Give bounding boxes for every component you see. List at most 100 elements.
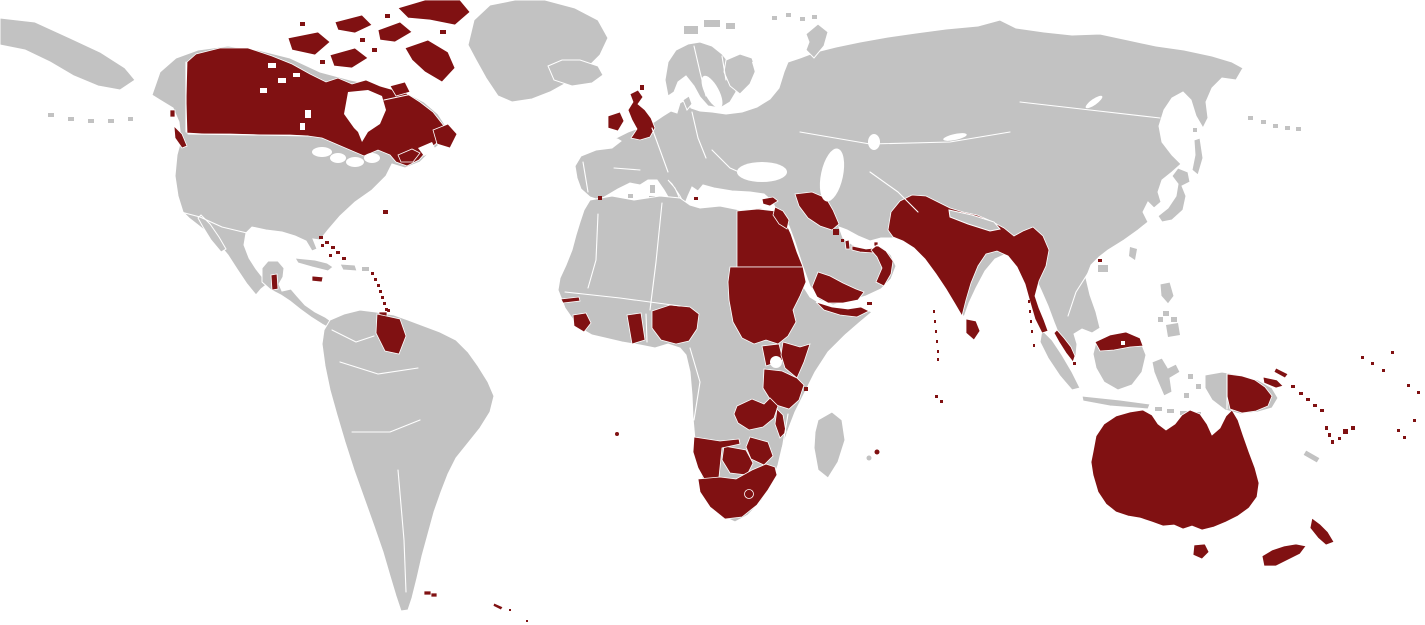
sakhalin <box>1191 137 1204 176</box>
region-maldives <box>933 310 939 361</box>
region-nova-scotia <box>397 148 421 163</box>
border-sweden-finland <box>721 55 727 81</box>
border-mongolia <box>1019 101 1161 119</box>
country-borders <box>180 45 1228 593</box>
region-tasmania <box>1192 543 1210 560</box>
border-portugal-spain <box>582 161 589 193</box>
region-sarawak-north-borneo <box>1094 331 1144 352</box>
hudson-bay <box>344 90 386 142</box>
region-south-west-africa <box>692 436 741 487</box>
border-spain-france <box>613 167 641 171</box>
region-south-africa <box>697 463 778 520</box>
nepal-bhutan-notch <box>948 209 1001 232</box>
region-british-guiana <box>375 313 407 355</box>
border-brazil-north <box>339 361 419 375</box>
region-zanzibar <box>804 387 808 391</box>
region-united-kingdom <box>627 89 656 141</box>
japan <box>1157 167 1191 223</box>
region-st-helena <box>615 432 619 436</box>
region-aden-protectorate <box>811 271 865 304</box>
region-andaman-nicobar <box>1028 300 1035 347</box>
region-canadian-arctic-islands <box>287 0 471 97</box>
moluccas <box>1184 374 1201 398</box>
baltic-sea <box>701 75 723 109</box>
region-canada <box>185 47 445 167</box>
border-sahel <box>564 291 681 307</box>
region-iraq <box>794 191 840 231</box>
region-socotra <box>867 302 872 305</box>
region-northern-rhodesia <box>733 397 779 431</box>
region-basutoland <box>744 489 754 499</box>
region-sierra-leone <box>572 312 592 333</box>
region-gambia <box>560 296 581 304</box>
region-mauritius <box>874 449 880 455</box>
region-australia <box>1090 409 1260 531</box>
region-fiji <box>1338 426 1355 440</box>
border-colombia-venezuela <box>331 329 375 343</box>
region-ceylon <box>965 318 981 341</box>
border-morocco-algeria <box>587 213 599 289</box>
cuba <box>294 257 334 272</box>
region-shetland <box>640 85 644 90</box>
border-iran-afghanistan <box>869 171 919 213</box>
region-gibraltar <box>598 196 602 200</box>
border-norway-sweden <box>693 45 707 97</box>
landmass-siberia-west-wrap <box>0 17 136 91</box>
border-balkans <box>711 149 749 177</box>
puerto-rico <box>362 267 369 271</box>
region-kenya <box>780 341 811 379</box>
region-gold-coast <box>626 312 646 345</box>
border-algeria-libya <box>649 202 663 311</box>
black-sea <box>737 162 787 182</box>
region-new-britain-new-ireland <box>1262 367 1289 389</box>
philippines-visayas-mindanao <box>1158 311 1180 337</box>
region-kuwait <box>833 229 839 235</box>
border-ghana-togo <box>645 313 648 343</box>
border-brazil-bolivia <box>351 419 421 433</box>
landmass-south-america <box>321 309 495 612</box>
lake-balkhash <box>943 133 967 141</box>
region-vancouver-island <box>169 109 188 149</box>
svalbard <box>684 13 817 34</box>
border-mozambique <box>777 413 789 469</box>
aral-sea <box>868 134 880 150</box>
region-qatar <box>844 239 851 250</box>
philippines-luzon <box>1159 281 1175 305</box>
region-new-hebrides <box>1325 426 1334 444</box>
border-congo-angola <box>689 347 701 421</box>
madagascar <box>813 411 846 479</box>
border-france-italy <box>651 127 669 173</box>
region-new-zealand-south <box>1261 543 1307 567</box>
region-oman <box>870 241 894 287</box>
great-lake-superior <box>312 147 332 157</box>
novaya-zemlya <box>805 23 829 59</box>
lakes-and-seas <box>260 58 1103 368</box>
sulawesi <box>1151 357 1181 397</box>
region-eastern-new-guinea <box>1226 373 1273 414</box>
gulf-of-st-lawrence <box>418 142 436 156</box>
border-indochina <box>1067 269 1091 317</box>
south-atlantic-dots <box>509 609 528 622</box>
region-solomon-islands <box>1291 385 1324 412</box>
empire-territories <box>169 0 1420 622</box>
aleutian-islands-west <box>48 113 133 123</box>
region-ireland <box>607 111 625 132</box>
great-lake-huron <box>346 157 364 167</box>
region-cyprus <box>761 196 779 207</box>
region-hong-kong <box>1098 259 1102 262</box>
reunion-island <box>866 455 872 461</box>
baja-california <box>197 214 227 253</box>
region-jamaica <box>311 275 324 283</box>
hainan <box>1098 265 1108 272</box>
region-bahrain <box>841 239 844 242</box>
lake-baikal <box>1085 95 1103 109</box>
hudson-strait <box>383 93 413 101</box>
denmark <box>682 95 693 111</box>
border-us-canada <box>187 133 309 137</box>
iceland <box>547 59 604 87</box>
region-falkland-islands <box>423 590 438 598</box>
region-tanganyika <box>762 368 805 410</box>
region-palestine-transjordan <box>772 206 790 230</box>
